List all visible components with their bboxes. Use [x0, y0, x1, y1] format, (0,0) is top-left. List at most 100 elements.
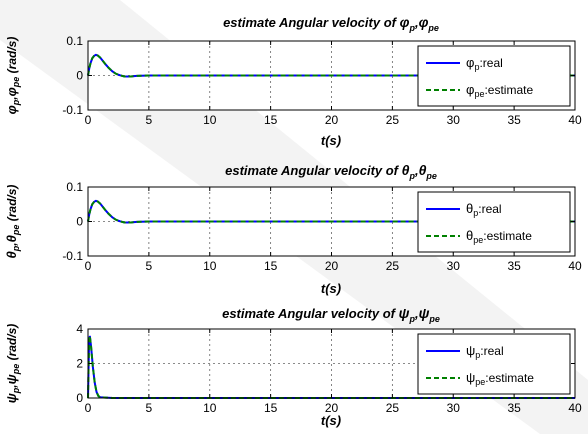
y-tick-label: 0.1: [66, 180, 83, 194]
legend-sub: pe: [475, 377, 485, 387]
legend-sub: p: [475, 350, 480, 360]
x-tick-label: 10: [203, 401, 217, 415]
x-tick-label: 5: [146, 113, 153, 127]
legend-symbol: φ: [466, 55, 474, 70]
x-tick-label: 35: [507, 113, 521, 127]
chart-title: estimate Angular velocity of θp,θpe: [225, 162, 437, 181]
x-tick-label: 35: [507, 259, 521, 273]
y-label-comma: ,: [5, 242, 19, 246]
y-tick-label: 0: [76, 215, 83, 229]
y-tick-label: -0.1: [62, 103, 83, 117]
legend-sub: p: [474, 62, 479, 72]
y-label-sub2: pe: [11, 364, 21, 376]
y-label-symbol-2: θ: [4, 235, 19, 242]
y-label-symbol: θ: [4, 251, 19, 258]
chart-panel-3: 0 5 10 15 20 25 30 35 40 0 2 4 estimate Angular velo…: [4, 305, 582, 428]
legend-box: [417, 45, 571, 107]
legend-symbol: ψ: [466, 343, 475, 358]
chart-title-sub2: pe: [425, 171, 437, 181]
y-label-unit: (rad/s): [5, 324, 19, 364]
chart-title-symbol-2: φ: [419, 14, 429, 30]
legend-symbol: ψ: [466, 370, 475, 385]
y-label-unit: (rad/s): [5, 37, 19, 77]
x-tick-label: 10: [203, 259, 217, 273]
x-tick-label: 15: [264, 259, 278, 273]
x-tick-label: 40: [568, 401, 582, 415]
x-tick-label: 30: [447, 259, 461, 273]
y-tick-label: 0.1: [66, 34, 83, 48]
x-tick-label: 25: [386, 259, 400, 273]
y-tick-label: -0.1: [62, 249, 83, 263]
chart-title-main: estimate Angular velocity of: [223, 15, 400, 30]
legend-box: [417, 191, 571, 253]
x-tick-label: 30: [447, 113, 461, 127]
legend-entry-estimate: θpe:estimate: [466, 228, 532, 245]
y-axis-label: ψp,ψpe (rad/s): [4, 324, 21, 404]
y-label-comma: ,: [5, 96, 19, 100]
legend-entry-real: ψp:real: [466, 343, 504, 360]
x-tick-label: 0: [85, 259, 92, 273]
x-axis-label: t(s): [321, 281, 341, 296]
chart-title: estimate Angular velocity of ψp,ψpe: [222, 305, 440, 324]
x-tick-label: 30: [447, 401, 461, 415]
x-tick-label: 0: [85, 113, 92, 127]
x-axis-label: t(s): [321, 413, 341, 428]
y-label-sub2: pe: [11, 225, 21, 237]
legend-sub: p: [473, 208, 478, 218]
y-label-symbol-2: ψ: [4, 374, 19, 384]
legend-box: [417, 333, 571, 395]
y-label-sub1: p: [11, 387, 21, 394]
legend-entry-real: θp:real: [466, 201, 502, 218]
chart-title-comma: ,: [414, 15, 419, 30]
chart-title-comma: ,: [414, 163, 419, 178]
x-tick-label: 5: [146, 259, 153, 273]
x-tick-label: 20: [325, 401, 339, 415]
chart-title-sub1: p: [408, 23, 415, 33]
legend-suffix: :real: [479, 56, 502, 70]
chart-title-main: estimate Angular velocity of: [225, 163, 402, 178]
legend-sub: pe: [474, 89, 484, 99]
x-axis-label: t(s): [321, 133, 341, 148]
y-tick-label: 0: [76, 391, 83, 405]
y-label-sub2: pe: [11, 77, 21, 89]
y-tick-label: 2: [76, 357, 83, 371]
chart-title-symbol-2: θ: [419, 162, 427, 178]
legend-suffix: :estimate: [483, 229, 532, 243]
legend-suffix: :real: [480, 344, 503, 358]
legend: φp:real φpe:estimate: [417, 45, 571, 107]
series-line-estimate: [87, 53, 575, 78]
legend-entry-estimate: φpe:estimate: [466, 82, 533, 99]
chart-title-sub2: pe: [428, 314, 440, 324]
x-tick-label: 10: [203, 113, 217, 127]
legend-suffix: :estimate: [485, 371, 534, 385]
legend-symbol: φ: [466, 82, 474, 97]
x-tick-label: 25: [386, 113, 400, 127]
y-tick-label: 0: [76, 69, 83, 83]
y-axis-label: θp,θpe (rad/s): [4, 185, 21, 259]
chart-title-symbol: θ: [402, 162, 410, 178]
x-tick-label: 20: [325, 259, 339, 273]
y-label-unit: (rad/s): [5, 185, 19, 225]
y-label-sub1: p: [11, 99, 21, 106]
y-label-symbol-2: φ: [4, 87, 19, 96]
legend-sub: pe: [473, 235, 483, 245]
y-label-symbol: ψ: [4, 393, 19, 403]
y-label-sub1: p: [11, 245, 21, 252]
x-tick-label: 5: [146, 401, 153, 415]
x-tick-label: 15: [264, 113, 278, 127]
y-tick-label: 4: [76, 322, 83, 336]
y-axis-label: φp,φpe (rad/s): [4, 37, 21, 115]
chart-title-comma: ,: [414, 306, 419, 321]
legend-symbol: θ: [466, 228, 473, 243]
legend-entry-estimate: ψpe:estimate: [466, 370, 534, 387]
legend-symbol: θ: [466, 201, 473, 216]
x-tick-label: 20: [325, 113, 339, 127]
series-line-estimate: [87, 199, 575, 224]
y-label-comma: ,: [5, 384, 19, 388]
x-tick-label: 40: [568, 259, 582, 273]
